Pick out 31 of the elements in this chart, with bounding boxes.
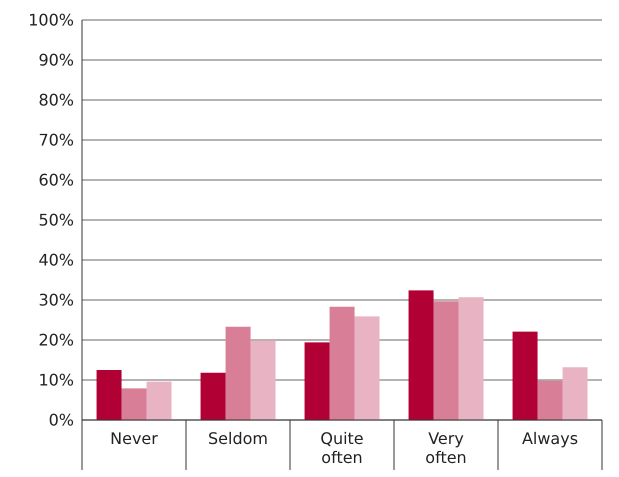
y-tick-label: 0% xyxy=(48,410,74,430)
bar xyxy=(562,367,588,420)
y-tick-label: 20% xyxy=(38,330,74,350)
bar xyxy=(408,290,434,420)
bar xyxy=(330,306,355,420)
bar xyxy=(122,388,147,420)
y-tick-label: 40% xyxy=(38,250,74,270)
bar xyxy=(146,382,172,420)
x-tick-label: Seldom xyxy=(208,429,268,448)
y-tick-label: 100% xyxy=(28,10,74,30)
x-tick-label: Quite often xyxy=(320,429,364,467)
y-tick-label: 90% xyxy=(38,50,74,70)
bar xyxy=(250,340,276,420)
x-tick-label: Never xyxy=(110,429,158,448)
bar xyxy=(200,372,226,420)
y-tick-label: 30% xyxy=(38,290,74,310)
y-tick-label: 10% xyxy=(38,370,74,390)
bar xyxy=(96,370,122,420)
x-tick-label: Very often xyxy=(425,429,467,467)
y-tick-label: 80% xyxy=(38,90,74,110)
y-tick-label: 50% xyxy=(38,210,74,230)
bar xyxy=(226,326,251,420)
bar xyxy=(538,380,563,420)
bar xyxy=(458,297,484,420)
bar xyxy=(304,342,330,420)
bar xyxy=(512,332,538,420)
bar xyxy=(434,301,459,420)
bar xyxy=(354,316,380,420)
y-tick-label: 70% xyxy=(38,130,74,150)
x-tick-label: Always xyxy=(522,429,578,448)
y-tick-label: 60% xyxy=(38,170,74,190)
